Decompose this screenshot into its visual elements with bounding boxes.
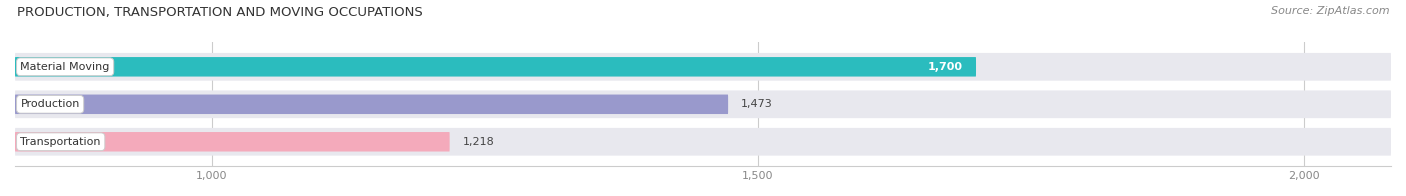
FancyBboxPatch shape bbox=[15, 132, 450, 152]
FancyBboxPatch shape bbox=[15, 94, 728, 114]
FancyBboxPatch shape bbox=[15, 53, 1391, 81]
Text: Source: ZipAtlas.com: Source: ZipAtlas.com bbox=[1271, 6, 1389, 16]
Text: Production: Production bbox=[21, 99, 80, 109]
Text: 1,473: 1,473 bbox=[741, 99, 773, 109]
Text: PRODUCTION, TRANSPORTATION AND MOVING OCCUPATIONS: PRODUCTION, TRANSPORTATION AND MOVING OC… bbox=[17, 6, 423, 19]
Text: 1,700: 1,700 bbox=[928, 62, 963, 72]
Text: Transportation: Transportation bbox=[21, 137, 101, 147]
FancyBboxPatch shape bbox=[15, 90, 1391, 118]
Text: 1,218: 1,218 bbox=[463, 137, 495, 147]
FancyBboxPatch shape bbox=[15, 57, 976, 77]
FancyBboxPatch shape bbox=[15, 128, 1391, 156]
Text: Material Moving: Material Moving bbox=[21, 62, 110, 72]
